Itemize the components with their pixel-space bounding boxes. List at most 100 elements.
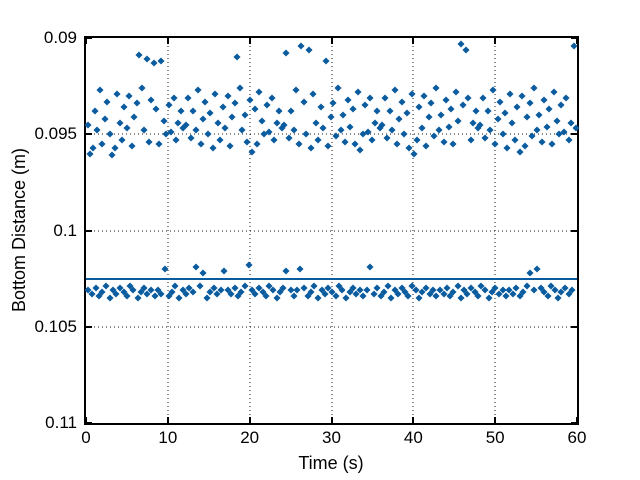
data-point [199, 269, 207, 277]
data-point [123, 292, 131, 300]
data-point [88, 290, 96, 298]
y-tick-mark [86, 133, 92, 136]
data-point [106, 294, 114, 302]
data-point [479, 94, 487, 102]
data-point [241, 111, 249, 119]
data-point [221, 124, 229, 133]
data-point [368, 136, 376, 144]
x-tick-mark [166, 417, 169, 423]
data-point [459, 101, 467, 109]
y-tick-label: 0.105 [34, 316, 77, 336]
plot-area [84, 36, 580, 425]
data-point [476, 121, 484, 129]
data-point [216, 136, 224, 144]
data-point [415, 103, 423, 111]
y-tick-mark [86, 325, 92, 328]
data-point [366, 263, 374, 271]
grid-line-horizontal [86, 326, 577, 328]
data-point [463, 290, 471, 298]
data-point [481, 286, 489, 294]
y-tick-mark [86, 229, 92, 232]
data-point [432, 292, 440, 300]
x-tick-mark [494, 38, 497, 44]
data-point [255, 88, 264, 96]
data-point [361, 101, 369, 109]
x-tick-mark [166, 38, 169, 44]
x-tick-label: 60 [567, 428, 587, 447]
data-point [251, 290, 259, 298]
data-point [540, 96, 548, 104]
data-point [562, 94, 570, 102]
data-point [130, 113, 138, 121]
data-point [224, 92, 232, 100]
x-tick-mark [248, 417, 251, 423]
data-point [147, 96, 155, 104]
data-point [228, 113, 237, 121]
data-point [317, 103, 325, 111]
data-point [521, 142, 529, 150]
data-point [297, 42, 305, 50]
data-point [363, 286, 371, 294]
data-point [226, 142, 234, 150]
data-point [462, 46, 470, 54]
data-point [552, 117, 561, 125]
data-point [285, 134, 293, 142]
grid-line-horizontal [86, 230, 577, 231]
data-point [305, 46, 313, 54]
data-point [120, 103, 128, 111]
data-point [282, 49, 291, 57]
data-point [334, 84, 342, 92]
data-point [359, 292, 367, 300]
data-point [526, 269, 534, 277]
data-point [113, 90, 121, 98]
data-point [506, 90, 514, 98]
data-point [523, 282, 531, 290]
data-point [189, 107, 197, 115]
data-point [145, 138, 153, 146]
grid-line-horizontal [86, 133, 577, 135]
data-point [390, 86, 399, 94]
x-tick-label: 0 [81, 428, 91, 447]
data-point [327, 113, 335, 121]
data-point [351, 140, 359, 148]
data-point [177, 107, 185, 115]
data-point [378, 121, 386, 129]
data-point [209, 144, 217, 152]
data-point [155, 140, 163, 148]
data-point [523, 113, 531, 121]
data-point [440, 138, 448, 146]
data-point [157, 290, 165, 298]
x-tick-label: 40 [403, 428, 423, 447]
data-point [332, 132, 340, 140]
x-axis-label: Time (s) [298, 453, 364, 473]
data-point [187, 134, 195, 142]
data-point [342, 294, 350, 302]
data-point [96, 86, 104, 94]
data-point [302, 130, 310, 138]
data-point [197, 140, 205, 148]
data-point [413, 136, 421, 144]
data-point [557, 101, 565, 109]
data-point [292, 86, 300, 94]
data-point [332, 292, 340, 300]
data-point [312, 119, 320, 127]
data-point [339, 111, 347, 119]
data-point [346, 123, 354, 131]
data-point [398, 97, 406, 106]
data-point [282, 267, 291, 275]
data-point [432, 84, 440, 92]
data-point [112, 290, 120, 298]
data-point [444, 123, 453, 131]
data-point [253, 140, 261, 148]
data-point [503, 144, 511, 152]
x-tick-mark [576, 38, 578, 44]
data-point [349, 105, 357, 113]
data-point [116, 119, 124, 127]
data-point [118, 136, 126, 144]
data-point [84, 121, 92, 129]
data-point [322, 57, 330, 65]
data-point [437, 111, 445, 119]
y-tick-mark [571, 325, 577, 328]
data-point [387, 294, 395, 302]
data-point [474, 292, 482, 300]
